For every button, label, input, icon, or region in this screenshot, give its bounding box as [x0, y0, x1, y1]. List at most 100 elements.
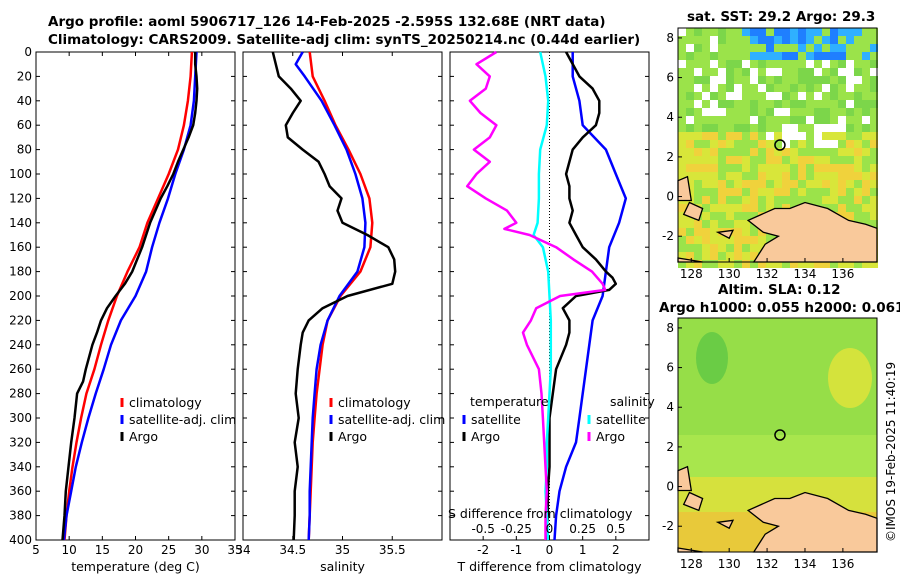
sst-cell [862, 124, 870, 132]
sst-cell [702, 124, 710, 132]
sst-cell [790, 196, 798, 204]
y-tick-label: 60 [17, 118, 32, 132]
sst-cell [806, 188, 814, 196]
sst-cell [782, 116, 790, 124]
sst-cell [870, 204, 878, 212]
sst-cell [710, 100, 718, 108]
sst-cell [766, 196, 774, 204]
sst-cell [830, 92, 838, 100]
x-tick-label: 30 [194, 543, 209, 557]
sst-cell [862, 140, 870, 148]
sst-cell [734, 44, 742, 52]
sst-cell [718, 28, 726, 36]
sst-frame [677, 27, 878, 263]
sst-cell [750, 236, 758, 244]
sst-cell [870, 108, 878, 116]
sst-cell [710, 92, 718, 100]
sst-cell [854, 68, 862, 76]
sst-cell [734, 156, 742, 164]
sst-cell [846, 148, 854, 156]
legend-label: satellite-adj. clim [338, 412, 445, 427]
sst-cell [766, 148, 774, 156]
sst-cell [734, 68, 742, 76]
sst-cell [862, 68, 870, 76]
sst-cell [702, 44, 710, 52]
sst-cell [838, 204, 846, 212]
y-tick-label: 40 [17, 94, 32, 108]
x-axis-label-s: S difference from climatology [448, 506, 633, 521]
sst-cell [750, 188, 758, 196]
sst-cell [678, 212, 686, 220]
sst-cell [686, 52, 694, 60]
sst-cell [710, 164, 718, 172]
sst-cell [710, 68, 718, 76]
sst-cell [694, 172, 702, 180]
sst-cell [814, 140, 822, 148]
map-y-tick-label: 2 [666, 150, 674, 164]
series-line-s-argo [465, 50, 607, 540]
sst-cell [790, 76, 798, 84]
sst-cell [846, 188, 854, 196]
sst-cell [822, 156, 830, 164]
sst-cell [774, 108, 782, 116]
sst-cell [862, 204, 870, 212]
sst-cell [694, 132, 702, 140]
sst-cell [774, 148, 782, 156]
sst-cell [750, 116, 758, 124]
series-line-t-argo [544, 51, 618, 541]
sst-cell [734, 132, 742, 140]
sst-cell [702, 252, 710, 260]
sst-cell [742, 68, 750, 76]
sst-cell [742, 196, 750, 204]
series-line-satellite-adj-clim [294, 51, 367, 541]
y-tick-label: 100 [9, 167, 32, 181]
legend-label: Argo [129, 429, 158, 444]
sst-cell [710, 116, 718, 124]
x-tick-label-s: 0 [546, 522, 554, 536]
sst-cell [710, 84, 718, 92]
sst-cell [758, 188, 766, 196]
sst-cell [862, 196, 870, 204]
sst-cell [750, 148, 758, 156]
sst-cell [718, 180, 726, 188]
sst-cell [782, 68, 790, 76]
sst-cell [846, 172, 854, 180]
sst-cell [782, 260, 790, 268]
sst-cell [814, 36, 822, 44]
x-tick-label: 2 [612, 543, 620, 557]
sst-cell [782, 140, 790, 148]
sst-cell [694, 92, 702, 100]
sst-cell [718, 124, 726, 132]
sst-cell [838, 196, 846, 204]
sst-cell [774, 172, 782, 180]
y-tick-label: 380 [9, 509, 32, 523]
sst-cell [806, 260, 814, 268]
sst-cell [718, 108, 726, 116]
map-y-tick-label: 4 [666, 110, 674, 124]
sst-cell [838, 28, 846, 36]
sst-cell [742, 76, 750, 84]
sst-cell [710, 76, 718, 84]
sst-cell [766, 164, 774, 172]
sst-cell [854, 60, 862, 68]
sst-cell [870, 100, 878, 108]
sst-cell [774, 156, 782, 164]
sst-cell [862, 212, 870, 220]
sst-cell [758, 132, 766, 140]
sst-cell [702, 68, 710, 76]
sst-cell [854, 180, 862, 188]
sst-cell [758, 76, 766, 84]
sst-cell [830, 68, 838, 76]
sst-cell [718, 220, 726, 228]
sst-cell [822, 132, 830, 140]
sst-cell [742, 220, 750, 228]
sst-cell [854, 28, 862, 36]
x-tick-label-s: -0.25 [501, 522, 532, 536]
sst-cell [710, 52, 718, 60]
sst-cell [702, 100, 710, 108]
sst-cell [766, 132, 774, 140]
sst-cell [766, 36, 774, 44]
sst-cell [790, 140, 798, 148]
sst-cell [686, 68, 694, 76]
sst-cell [686, 84, 694, 92]
